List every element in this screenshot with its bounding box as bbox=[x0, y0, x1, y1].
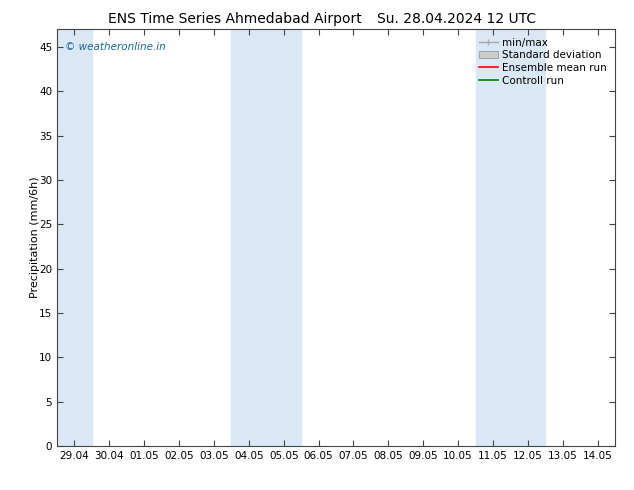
Bar bbox=[476, 29, 545, 446]
Text: ENS Time Series Ahmedabad Airport: ENS Time Series Ahmedabad Airport bbox=[108, 12, 361, 26]
Legend: min/max, Standard deviation, Ensemble mean run, Controll run: min/max, Standard deviation, Ensemble me… bbox=[476, 35, 610, 89]
Bar bbox=[57, 29, 92, 446]
Bar bbox=[231, 29, 301, 446]
Text: Su. 28.04.2024 12 UTC: Su. 28.04.2024 12 UTC bbox=[377, 12, 536, 26]
Text: © weatheronline.in: © weatheronline.in bbox=[65, 42, 166, 52]
Y-axis label: Precipitation (mm/6h): Precipitation (mm/6h) bbox=[30, 177, 40, 298]
